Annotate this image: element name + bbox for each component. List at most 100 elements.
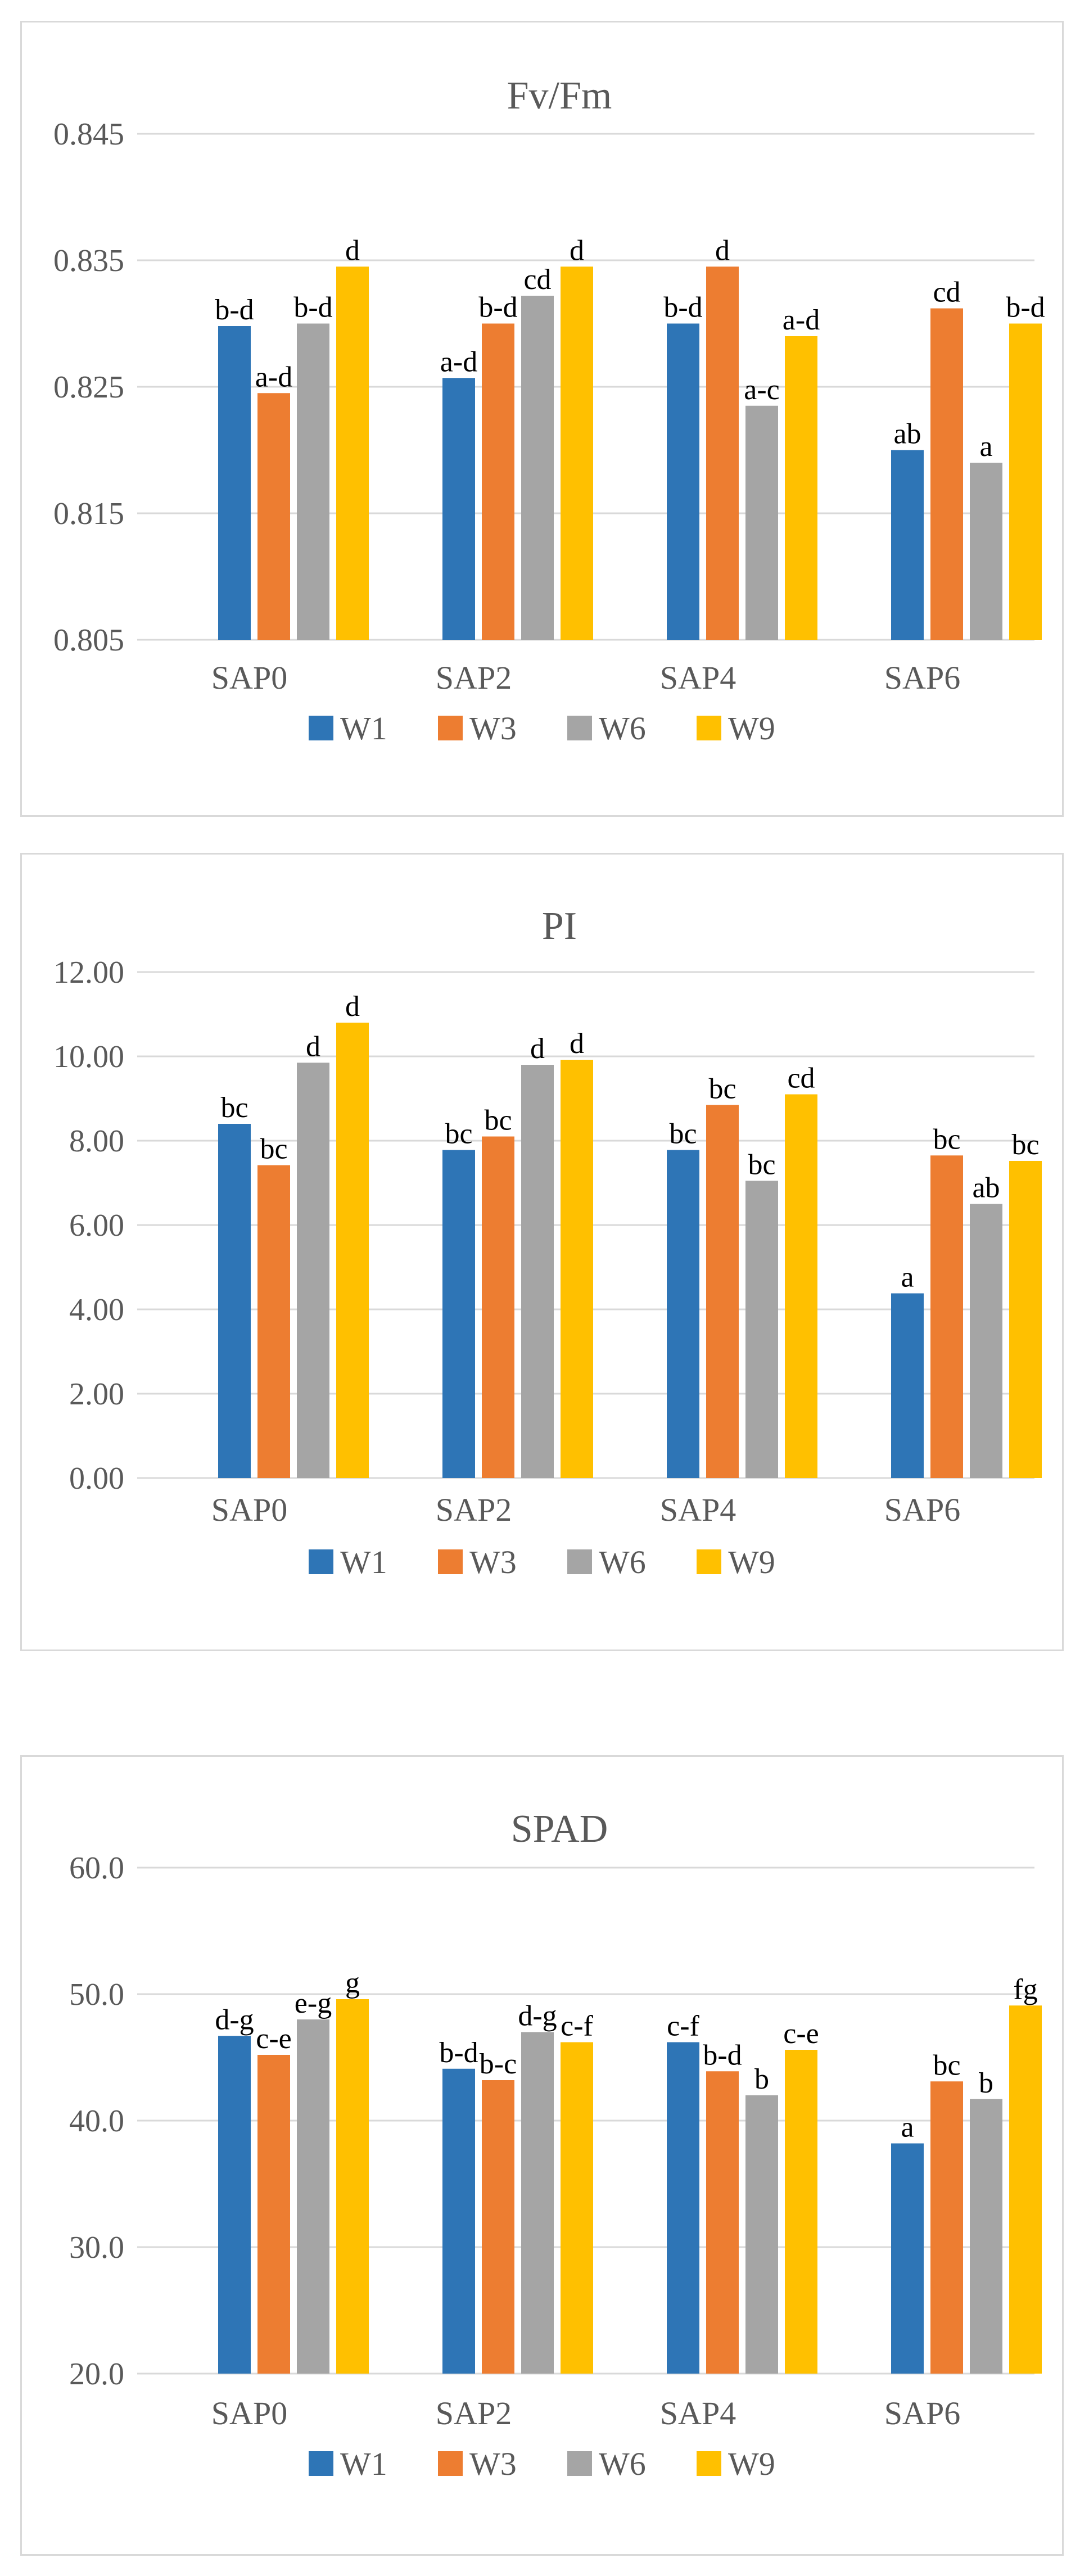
bar-w3 [930, 1155, 963, 1478]
bar-w1 [442, 1150, 475, 1478]
bar-data-label: bc [220, 1092, 248, 1124]
x-category-label: SAP6 [884, 659, 960, 696]
bar-data-label: fg [1013, 1973, 1037, 2005]
chart-panel-pi: PI 0.00 2.00 4.00 6.00 8.00 10.00 12.00 SAP0 SAP… [20, 853, 1064, 1651]
bar-data-label: bc [484, 1105, 512, 1137]
bar-w9 [785, 1094, 817, 1478]
bar-data-label: b-d [478, 292, 517, 324]
bar-data-label: d-g [215, 2004, 254, 2036]
bar-data-label: a-d [440, 346, 477, 378]
bar-data-label: e-g [295, 1987, 332, 2019]
legend-label: W1 [340, 2446, 387, 2482]
y-tick-label: 0.815 [53, 496, 124, 531]
bar-w1 [442, 2068, 475, 2374]
bar-data-label: d [715, 234, 730, 266]
y-tick-label: 0.00 [69, 1461, 124, 1496]
bar-data-label: a-d [783, 304, 820, 336]
bar-data-label: a [901, 2112, 914, 2144]
legend-label: W9 [728, 2446, 775, 2482]
bar-w6 [297, 1063, 329, 1478]
bar-w1 [442, 378, 475, 640]
chart-title: SPAD [511, 1807, 608, 1851]
bar-data-label: c-e [256, 2023, 291, 2055]
bar-w6 [297, 323, 329, 640]
legend-label: W3 [469, 710, 517, 747]
bar-w1 [218, 1124, 251, 1478]
y-tick-label: 40.0 [69, 2104, 124, 2139]
bar-data-label: bc [708, 1073, 736, 1105]
legend-swatch-w6 [567, 716, 592, 740]
bar-data-label: d [306, 1031, 320, 1063]
bar-w9 [336, 1999, 369, 2374]
bar-data-label: a [901, 1262, 914, 1294]
y-tick-label: 2.00 [69, 1377, 124, 1412]
bar-w6 [297, 2019, 329, 2374]
legend-swatch-w6 [567, 1549, 592, 1574]
y-tick-label: 8.00 [69, 1124, 124, 1159]
legend-label: W6 [599, 710, 646, 747]
bar-w6 [970, 1204, 1002, 1478]
bar-w1 [218, 2036, 251, 2374]
x-category-label: SAP4 [660, 2395, 736, 2432]
bar-data-label: ab [972, 1172, 1000, 1204]
bar-w6 [521, 1065, 554, 1478]
x-category-label: SAP6 [884, 2395, 960, 2432]
bar-data-label: d-g [518, 2000, 557, 2032]
y-tick-label: 20.0 [69, 2357, 124, 2392]
chart-title: PI [542, 905, 577, 948]
legend-swatch-w3 [438, 716, 463, 740]
bar-w1 [891, 2143, 924, 2374]
chart-spad: SPAD 20.0 30.0 40.0 50.0 60.0 SAP0 SAP2 SAP4 SAP… [69, 1807, 1042, 2482]
bar-data-label: cd [933, 277, 960, 309]
bar-data-label: d [345, 234, 360, 266]
bar-data-label: b-d [703, 2039, 742, 2071]
bar-w1 [667, 2042, 699, 2374]
bar-data-label: c-e [783, 2018, 819, 2050]
bar-data-label: bc [669, 1118, 697, 1150]
legend-label: W3 [469, 1544, 517, 1580]
x-category-label: SAP0 [211, 1492, 287, 1528]
bar-data-label: bc [933, 1123, 960, 1155]
chart-panel-fvfm: Fv/Fm 0.805 0.815 0.825 0.835 0.845 SAP0 SAP2 S… [20, 21, 1064, 817]
bar-data-label: d [570, 234, 584, 266]
chart-panel-spad: SPAD 20.0 30.0 40.0 50.0 60.0 SAP0 SAP2 SAP4 SAP… [20, 1755, 1064, 2556]
bar-w3 [482, 2080, 514, 2374]
x-category-label: SAP2 [436, 2395, 512, 2432]
bar-w3 [930, 2081, 963, 2374]
chart-fvfm: Fv/Fm 0.805 0.815 0.825 0.835 0.845 SAP0 SAP2 S… [53, 74, 1045, 747]
y-tick-label: 30.0 [69, 2230, 124, 2265]
x-category-label: SAP4 [660, 659, 736, 696]
bar-data-label: d [570, 1028, 584, 1060]
legend-swatch-w3 [438, 2451, 463, 2476]
bar-w1 [218, 326, 251, 640]
legend-swatch-w1 [309, 716, 333, 740]
bar-data-label: cd [523, 264, 551, 296]
bar-w3 [482, 1136, 514, 1478]
bar-w3 [257, 1165, 290, 1478]
legend-swatch-w9 [697, 2451, 721, 2476]
bar-w9 [561, 2042, 593, 2374]
x-category-label: SAP2 [436, 659, 512, 696]
bar-data-label: bc [260, 1133, 287, 1165]
bar-data-label: bc [1011, 1129, 1039, 1161]
bar-data-label: g [345, 1967, 360, 1999]
chart-title: Fv/Fm [507, 74, 612, 117]
bar-w6 [745, 1181, 778, 1478]
bar-data-label: a [979, 431, 992, 463]
bar-w1 [891, 1293, 924, 1478]
bar-w3 [257, 2055, 290, 2374]
bar-data-label: b-c [480, 2048, 517, 2080]
bar-w3 [482, 323, 514, 640]
bar-w1 [891, 450, 924, 640]
bar-w3 [706, 2071, 739, 2374]
bar-w9 [1009, 1161, 1042, 1478]
bar-w6 [745, 405, 778, 640]
y-tick-label: 0.845 [53, 117, 124, 152]
legend-swatch-w9 [697, 1549, 721, 1574]
y-tick-label: 12.00 [53, 955, 124, 990]
bar-w9 [785, 336, 817, 640]
x-category-label: SAP2 [436, 1492, 512, 1528]
legend-label: W1 [340, 710, 387, 747]
x-category-label: SAP0 [211, 659, 287, 696]
bar-data-label: b [754, 2063, 769, 2095]
